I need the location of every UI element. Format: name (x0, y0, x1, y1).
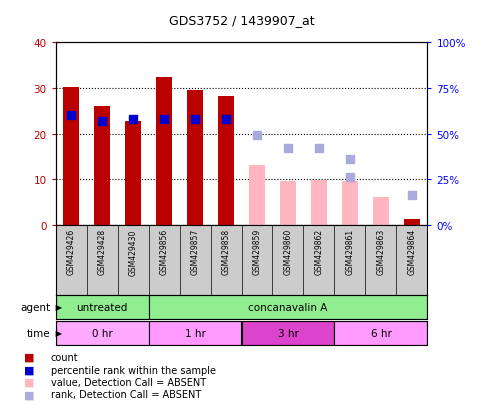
Text: ▶: ▶ (53, 303, 62, 311)
Text: ■: ■ (24, 377, 35, 387)
Text: count: count (51, 352, 78, 362)
Point (98, 118, 106, 125)
Bar (149, 321, 242, 345)
Point (160, 116, 168, 123)
Bar (187, 91, 203, 225)
Point (191, 116, 199, 123)
Text: GSM429862: GSM429862 (314, 229, 324, 275)
Text: GDS3752 / 1439907_at: GDS3752 / 1439907_at (169, 14, 314, 27)
Text: GSM429863: GSM429863 (376, 229, 385, 275)
Bar (334, 321, 427, 345)
Text: GSM429430: GSM429430 (128, 229, 138, 275)
Text: ▶: ▶ (53, 329, 62, 337)
Text: GSM429864: GSM429864 (408, 229, 416, 275)
Bar (56, 321, 149, 345)
Text: ■: ■ (24, 389, 35, 399)
Bar (218, 97, 234, 225)
Bar (249, 165, 265, 225)
Point (315, 145, 323, 152)
Point (284, 145, 292, 152)
Point (408, 193, 416, 199)
Point (222, 116, 230, 123)
Bar (242, 321, 334, 345)
Bar (149, 295, 427, 319)
Text: 6 hr: 6 hr (370, 328, 391, 338)
Point (253, 133, 261, 139)
Bar (404, 220, 420, 225)
Text: agent: agent (21, 302, 51, 312)
Text: untreated: untreated (76, 302, 128, 312)
Text: time: time (27, 328, 51, 338)
Point (129, 116, 137, 123)
Text: ■: ■ (24, 365, 35, 375)
Text: rank, Detection Call = ABSENT: rank, Detection Call = ABSENT (51, 389, 201, 399)
Bar (156, 77, 172, 225)
Text: GSM429858: GSM429858 (222, 229, 230, 275)
Bar (56, 295, 149, 319)
Text: GSM429861: GSM429861 (345, 229, 355, 275)
Point (346, 157, 354, 163)
Bar (373, 198, 389, 225)
Text: GSM429426: GSM429426 (67, 229, 75, 275)
Text: 1 hr: 1 hr (185, 328, 205, 338)
Bar (280, 182, 296, 225)
Bar (342, 182, 358, 225)
Text: GSM429428: GSM429428 (98, 229, 107, 275)
Point (346, 175, 354, 181)
Text: ■: ■ (24, 352, 35, 362)
Text: GSM429857: GSM429857 (190, 229, 199, 275)
Bar (94, 107, 110, 225)
Point (67, 113, 75, 119)
Text: GSM429859: GSM429859 (253, 229, 261, 275)
Text: value, Detection Call = ABSENT: value, Detection Call = ABSENT (51, 377, 206, 387)
Bar (63, 88, 79, 225)
Text: GSM429860: GSM429860 (284, 229, 293, 275)
Text: percentile rank within the sample: percentile rank within the sample (51, 365, 216, 375)
Text: 3 hr: 3 hr (278, 328, 298, 338)
Bar (125, 121, 141, 225)
Text: GSM429856: GSM429856 (159, 229, 169, 275)
Text: concanavalin A: concanavalin A (248, 302, 327, 312)
Bar (311, 180, 327, 225)
Text: 0 hr: 0 hr (92, 328, 113, 338)
